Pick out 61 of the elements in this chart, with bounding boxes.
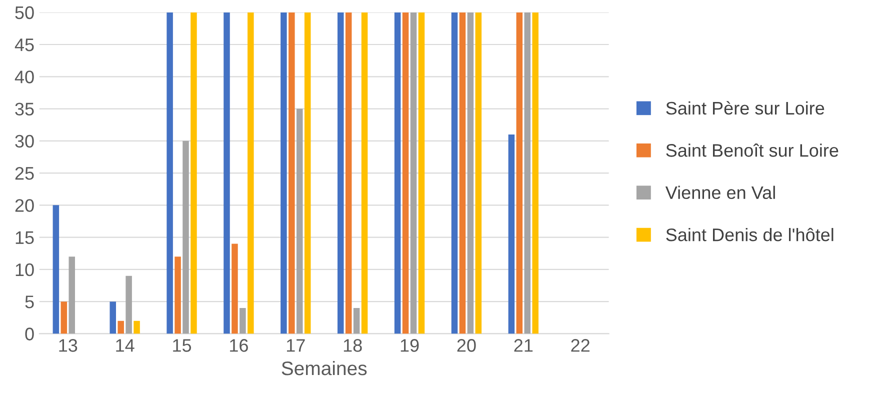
bar — [296, 108, 303, 334]
x-tick-label: 14 — [116, 339, 134, 352]
bar — [402, 12, 409, 334]
x-tick-label: 17 — [286, 339, 305, 352]
bar — [394, 12, 401, 334]
y-tick-label: 40 — [14, 70, 34, 84]
bar — [232, 244, 238, 334]
y-tick-label: 50 — [15, 6, 34, 20]
x-tick-label: 22 — [571, 339, 590, 352]
y-tick-label: 35 — [15, 102, 34, 116]
bar — [134, 320, 140, 334]
bar — [248, 12, 254, 334]
bar — [361, 12, 368, 334]
bar — [475, 12, 482, 334]
bar — [467, 12, 474, 334]
y-tick-label: 5 — [25, 296, 34, 308]
bar — [166, 12, 173, 334]
bar — [304, 12, 311, 334]
bar — [459, 12, 466, 334]
y-tick-label: 30 — [15, 134, 34, 148]
bar — [345, 12, 352, 334]
bar — [524, 12, 531, 334]
y-tick-label: 15 — [16, 231, 34, 244]
legend-label: Saint Benoît sur Loire — [666, 144, 838, 157]
bar — [182, 140, 189, 334]
bar — [118, 320, 124, 334]
x-tick-label: 21 — [514, 339, 533, 352]
x-tick-label: 18 — [344, 339, 362, 352]
y-tick-label: 20 — [15, 199, 34, 212]
bar — [110, 302, 116, 334]
bar — [60, 302, 68, 334]
legend-label: Vienne en Val — [665, 186, 775, 200]
y-tick-label: 25 — [15, 166, 34, 180]
x-tick-label: 20 — [457, 339, 476, 352]
x-axis-title: Semaines — [282, 360, 367, 376]
x-tick-label: 19 — [400, 339, 419, 352]
bar — [190, 12, 197, 334]
bar — [516, 12, 523, 334]
y-tick-label: 0 — [25, 328, 34, 340]
x-tick-label: 16 — [230, 339, 248, 352]
y-tick-label: 10 — [16, 263, 34, 276]
bar — [174, 256, 181, 334]
bar — [224, 12, 230, 334]
bar — [508, 134, 515, 334]
bar — [353, 308, 360, 334]
bar — [68, 256, 76, 334]
bar — [280, 12, 287, 334]
bar — [288, 12, 295, 334]
legend-label: Saint Père sur Loire — [666, 101, 824, 115]
bar — [418, 12, 425, 334]
bar — [338, 12, 344, 334]
bar — [126, 276, 132, 334]
x-tick-label: 15 — [173, 339, 192, 352]
legend-label: Saint Denis de l'hôtel — [666, 228, 834, 242]
x-tick-label: 13 — [59, 339, 78, 352]
bar — [410, 12, 417, 334]
bar — [532, 12, 538, 334]
bar — [451, 12, 458, 334]
bar — [240, 308, 246, 334]
y-tick-label: 45 — [14, 38, 34, 52]
bar — [52, 205, 60, 334]
